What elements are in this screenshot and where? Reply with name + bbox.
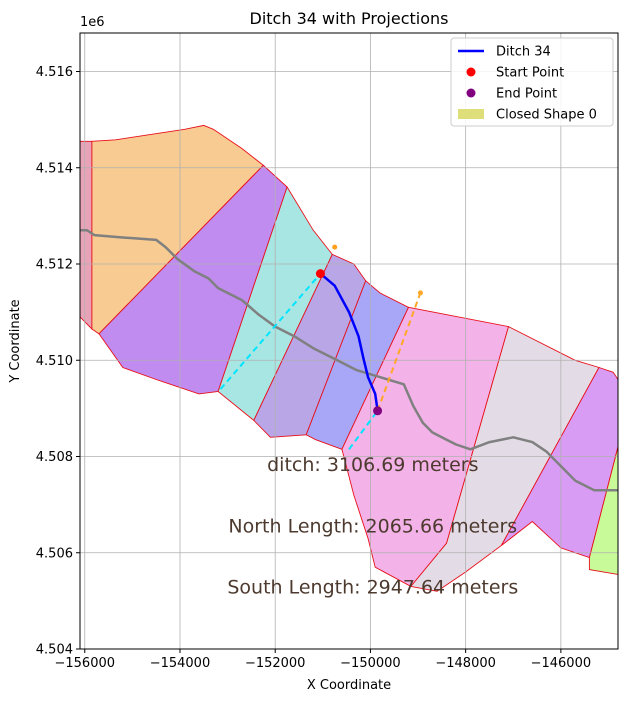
river-line <box>80 229 618 492</box>
legend-label-3: Closed Shape 0 <box>496 108 597 123</box>
legend-box <box>450 37 614 127</box>
y-axis-label: Y Coordinate <box>8 299 23 383</box>
closed-shape-0 <box>80 140 93 331</box>
y-tick-label-5: 4.514 <box>36 161 73 176</box>
closed-shape-1 <box>91 124 264 335</box>
chart-title: Ditch 34 with Projections <box>250 9 449 28</box>
ditch-line <box>319 272 379 411</box>
legend-swatch-3 <box>458 109 484 119</box>
legend-swatch-1 <box>466 67 476 77</box>
end-point-marker <box>373 406 383 416</box>
annotation-0: ditch: 3106.69 meters <box>267 454 478 476</box>
y-tick-label-6: 4.516 <box>36 65 73 80</box>
x-tick-label-0: −156000 <box>54 656 115 671</box>
x-tick-label-5: −146000 <box>531 656 592 671</box>
x-tick-label-3: −150000 <box>340 656 401 671</box>
projection-start-line <box>219 272 322 390</box>
x-axis-label: X Coordinate <box>307 678 391 693</box>
y-tick-label-3: 4.510 <box>36 354 73 369</box>
y-tick-label-2: 4.508 <box>36 450 73 465</box>
y-tick-label-1: 4.506 <box>36 546 73 561</box>
closed-shape-2 <box>98 164 288 395</box>
x-axis-ticks: −156000 −154000 −152000 −150000 −148000 −1460… <box>54 649 591 671</box>
x-tick-label-4: −148000 <box>435 656 496 671</box>
projection-end-line <box>348 410 379 450</box>
x-tick-label-2: −152000 <box>245 656 306 671</box>
annotation-layer: ditch: 3106.69 meters North Length: 2065.… <box>227 454 518 599</box>
legend-label-2: End Point <box>496 87 557 102</box>
y-tick-label-4: 4.512 <box>36 258 73 273</box>
legend-label-1: Start Point <box>496 66 564 81</box>
y-tick-label-0: 4.504 <box>36 643 73 658</box>
y-offset-label: 1e6 <box>80 15 105 30</box>
legend: Ditch 34 Start Point End Point Closed Shape… <box>450 37 614 127</box>
line-layer <box>80 229 618 492</box>
projection-start-tip <box>332 244 338 250</box>
projection-north-line <box>376 292 422 412</box>
axes-frame <box>79 32 619 650</box>
legend-swatch-2 <box>466 88 476 98</box>
annotation-2: South Length: 2947.64 meters <box>227 577 518 599</box>
start-point-marker <box>315 269 325 279</box>
y-axis-ticks: 4.504 4.506 4.508 4.510 4.512 4.514 4.516 <box>36 65 80 658</box>
grid-lines <box>80 33 618 649</box>
projection-north-tip <box>417 290 423 296</box>
legend-label-0: Ditch 34 <box>496 45 551 60</box>
closed-shape-9 <box>588 446 618 575</box>
x-tick-label-1: −154000 <box>150 656 211 671</box>
annotation-1: North Length: 2065.66 meters <box>228 516 517 538</box>
